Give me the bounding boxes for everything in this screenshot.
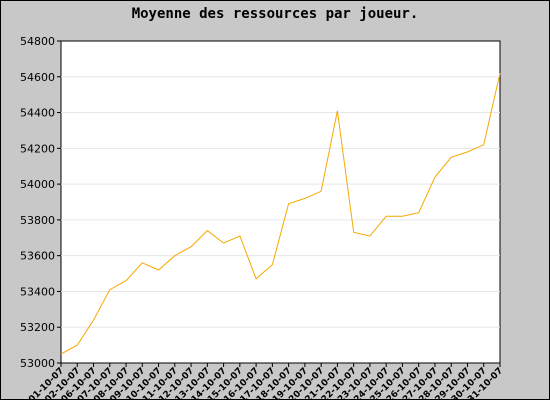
chart-title: Moyenne des ressources par joueur. <box>131 6 419 22</box>
y-tick-label: 53800 <box>20 214 55 227</box>
y-tick-label: 53600 <box>20 250 55 263</box>
y-axis: 53000 53200 53400 53600 53800 54000 54200 54400… <box>20 35 61 370</box>
plot-area <box>60 40 501 364</box>
y-tick-label: 54200 <box>20 142 55 155</box>
y-tick-label: 54800 <box>20 35 55 48</box>
y-tick-label: 53400 <box>20 285 55 298</box>
gridlines <box>61 76 500 328</box>
series-line <box>60 73 501 355</box>
y-tick-label: 53200 <box>20 321 55 334</box>
y-tick-label: 54400 <box>20 107 55 120</box>
y-tick-label: 54000 <box>20 178 55 191</box>
y-tick-label: 54600 <box>20 71 55 84</box>
y-tick-label: 53000 <box>20 357 55 370</box>
x-axis: 01-10-0702-10-0706-10-0707-10-0708-10-07… <box>27 363 505 400</box>
